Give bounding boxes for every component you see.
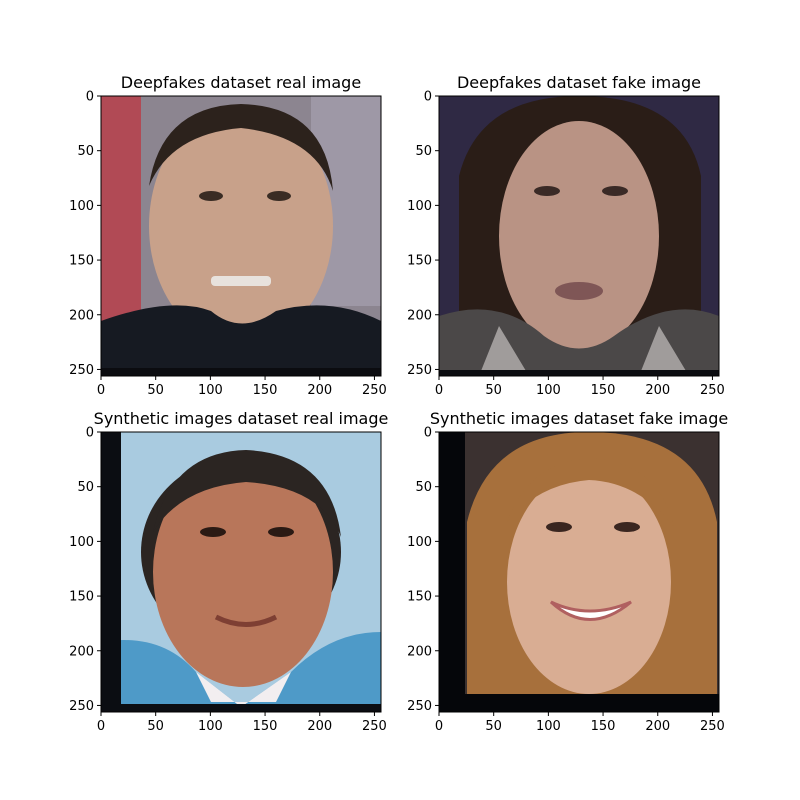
y-tick-label: 200 — [407, 644, 432, 659]
x-tick-label: 100 — [536, 719, 561, 734]
y-tick-label: 250 — [69, 699, 94, 714]
x-axis: 0 50 100 150 200 250 — [435, 712, 725, 734]
x-tick-label: 50 — [147, 719, 164, 734]
y-tick-label: 200 — [407, 308, 432, 323]
y-tick-label: 0 — [86, 90, 94, 105]
panel-title: Synthetic images dataset fake image — [430, 409, 728, 428]
y-axis: 0 50 100 150 200 250 — [69, 426, 101, 714]
x-tick-label: 0 — [435, 719, 443, 734]
y-tick-label: 250 — [69, 363, 94, 378]
x-tick-label: 200 — [645, 719, 670, 734]
x-tick-label: 100 — [536, 383, 561, 398]
x-tick-label: 250 — [700, 383, 725, 398]
y-tick-label: 150 — [407, 254, 432, 269]
y-tick-label: 100 — [69, 535, 94, 550]
y-tick-label: 50 — [77, 144, 94, 159]
panel-title: Synthetic images dataset real image — [94, 409, 389, 428]
panel-title: Deepfakes dataset real image — [121, 73, 361, 92]
y-tick-label: 150 — [69, 254, 94, 269]
x-tick-label: 150 — [591, 719, 616, 734]
y-tick-label: 150 — [69, 590, 94, 605]
face-image — [439, 96, 719, 376]
y-tick-label: 0 — [424, 90, 432, 105]
x-tick-label: 150 — [591, 383, 616, 398]
y-axis: 0 50 100 150 200 250 — [407, 90, 439, 378]
x-tick-label: 0 — [435, 383, 443, 398]
x-tick-label: 100 — [198, 719, 223, 734]
x-tick-label: 250 — [362, 383, 387, 398]
x-tick-label: 200 — [645, 383, 670, 398]
x-tick-label: 100 — [198, 383, 223, 398]
x-tick-label: 250 — [362, 719, 387, 734]
panel-deepfakes-real: Deepfakes dataset real image 0 50 100 150 20… — [69, 73, 387, 398]
x-tick-label: 150 — [253, 719, 278, 734]
y-tick-label: 100 — [407, 199, 432, 214]
face-image — [439, 432, 719, 712]
x-tick-label: 200 — [307, 719, 332, 734]
y-tick-label: 250 — [407, 699, 432, 714]
x-tick-label: 0 — [97, 383, 105, 398]
y-tick-label: 250 — [407, 363, 432, 378]
x-tick-label: 50 — [485, 719, 502, 734]
y-axis: 0 50 100 150 200 250 — [69, 90, 101, 378]
x-tick-label: 50 — [485, 383, 502, 398]
x-tick-label: 150 — [253, 383, 278, 398]
y-axis: 0 50 100 150 200 250 — [407, 426, 439, 714]
x-tick-label: 200 — [307, 383, 332, 398]
panel-synthetic-fake: Synthetic images dataset fake image 0 50 1… — [407, 409, 728, 734]
face-image — [101, 96, 381, 376]
panel-deepfakes-fake: Deepfakes dataset fake image 0 50 100 150 20… — [407, 73, 725, 398]
y-tick-label: 0 — [424, 426, 432, 441]
y-tick-label: 50 — [77, 480, 94, 495]
y-tick-label: 50 — [415, 144, 432, 159]
panel-synthetic-real: Synthetic images dataset real image 0 50 1… — [69, 409, 388, 734]
y-tick-label: 150 — [407, 590, 432, 605]
y-tick-label: 200 — [69, 308, 94, 323]
panel-title: Deepfakes dataset fake image — [457, 73, 701, 92]
face-image — [101, 432, 381, 712]
x-axis: 0 50 100 150 200 250 — [97, 376, 387, 398]
y-tick-label: 50 — [415, 480, 432, 495]
x-axis: 0 50 100 150 200 250 — [435, 376, 725, 398]
y-tick-label: 100 — [407, 535, 432, 550]
y-tick-label: 200 — [69, 644, 94, 659]
x-tick-label: 250 — [700, 719, 725, 734]
x-axis: 0 50 100 150 200 250 — [97, 712, 387, 734]
x-tick-label: 0 — [97, 719, 105, 734]
y-tick-label: 100 — [69, 199, 94, 214]
x-tick-label: 50 — [147, 383, 164, 398]
y-tick-label: 0 — [86, 426, 94, 441]
